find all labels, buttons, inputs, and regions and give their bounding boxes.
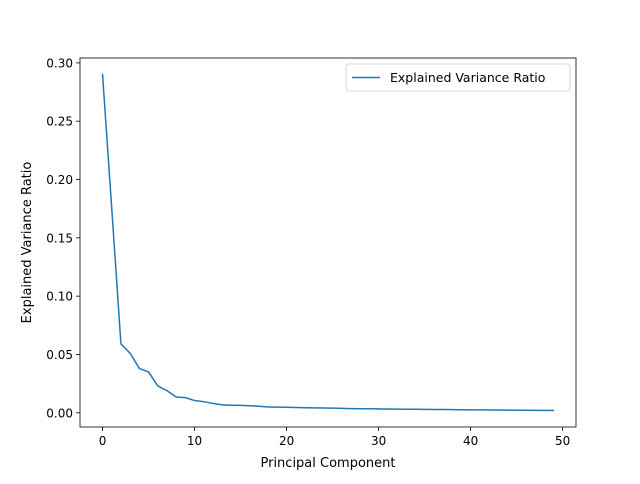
y-axis-ticks: 0.00 0.05 0.10 0.15 0.20 0.25 0.30	[46, 56, 80, 420]
x-axis-label: Principal Component	[260, 456, 395, 471]
plot-frame	[79, 57, 577, 428]
legend-box	[345, 63, 571, 92]
y-tick-label: 0.15	[46, 231, 73, 245]
x-tick-label: 0	[99, 434, 107, 448]
legend: Explained Variance Ratio	[345, 63, 571, 92]
y-tick-label: 0.10	[46, 290, 73, 304]
y-tick-label: 0.00	[46, 406, 73, 420]
x-axis-ticks: 0 10 20 30 40 50	[99, 427, 570, 448]
x-tick-label: 20	[279, 434, 294, 448]
y-tick-label: 0.25	[46, 115, 73, 129]
x-tick-label: 40	[463, 434, 478, 448]
plot-background	[80, 58, 576, 427]
y-tick-label: 0.05	[46, 348, 73, 362]
y-tick-label: 0.30	[46, 56, 73, 70]
series-line-explained-variance-ratio	[101, 73, 555, 412]
x-tick-label: 10	[187, 434, 202, 448]
x-tick-label: 30	[371, 434, 386, 448]
legend-label: Explained Variance Ratio	[390, 70, 545, 85]
x-tick-label: 50	[555, 434, 570, 448]
y-axis-label: Explained Variance Ratio	[20, 162, 35, 324]
y-tick-label: 0.20	[46, 173, 73, 187]
